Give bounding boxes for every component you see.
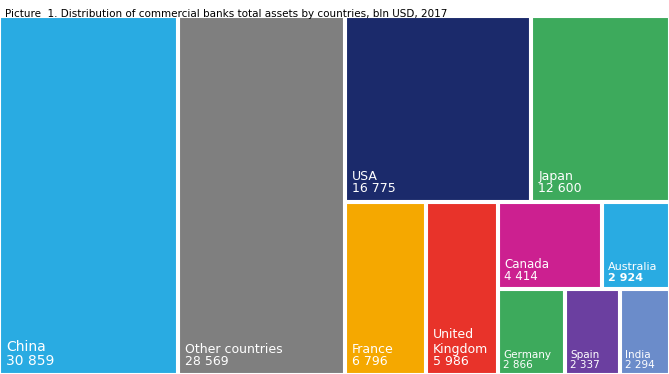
Text: United
Kingdom: United Kingdom	[433, 328, 488, 356]
Bar	[345, 203, 425, 374]
Text: Spain: Spain	[570, 350, 599, 360]
Bar	[499, 203, 601, 288]
Bar	[427, 203, 497, 374]
Text: 6 796: 6 796	[351, 355, 387, 368]
Text: Germany: Germany	[503, 350, 551, 360]
Bar	[603, 203, 669, 288]
Text: Japan: Japan	[539, 170, 573, 183]
Text: 30 859: 30 859	[6, 354, 54, 368]
Text: 2 924: 2 924	[608, 273, 644, 282]
Bar	[345, 17, 531, 201]
Text: 4 414: 4 414	[504, 270, 538, 282]
Text: Other countries: Other countries	[185, 343, 283, 356]
Bar	[427, 203, 497, 374]
Bar	[533, 17, 669, 201]
Bar	[345, 17, 531, 201]
Bar	[566, 289, 619, 374]
Text: 2 294: 2 294	[625, 360, 655, 370]
Text: Picture  1. Distribution of commercial banks total assets by countries, bln USD,: Picture 1. Distribution of commercial ba…	[5, 9, 448, 19]
Text: 12 600: 12 600	[539, 182, 582, 195]
Text: 5 986: 5 986	[433, 355, 469, 368]
Text: India: India	[625, 350, 651, 360]
Bar	[179, 17, 343, 374]
Text: 16 775: 16 775	[351, 182, 395, 195]
Text: Canada: Canada	[504, 258, 549, 271]
Bar	[499, 203, 601, 288]
Text: 28 569: 28 569	[185, 355, 229, 368]
Bar	[0, 17, 177, 374]
Text: 2 866: 2 866	[503, 360, 533, 370]
Bar	[566, 289, 619, 374]
Text: USA: USA	[351, 170, 377, 183]
Text: Australia: Australia	[608, 261, 658, 272]
Bar	[603, 203, 669, 288]
Bar	[533, 17, 669, 201]
Text: 2 337: 2 337	[570, 360, 600, 370]
Bar	[345, 203, 425, 374]
Text: China: China	[6, 340, 45, 354]
Text: France: France	[351, 343, 393, 356]
Bar	[621, 289, 669, 374]
Bar	[499, 289, 564, 374]
Bar	[621, 289, 669, 374]
Bar	[0, 17, 177, 374]
Bar	[179, 17, 343, 374]
Bar	[499, 289, 564, 374]
